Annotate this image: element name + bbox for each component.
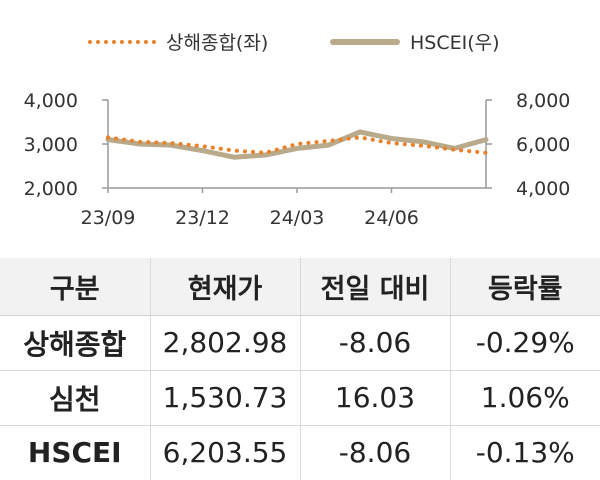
header-change: 전일 대비 [299,258,450,316]
x-tick-label: 24/03 [270,207,325,229]
legend-label-shanghai: 상해종합(좌) [166,32,269,54]
x-tick-label: 23/12 [175,207,230,229]
x-tick-label: 23/09 [81,207,136,229]
chart-legend: 상해종합(좌) HSCEI(우) [0,28,600,58]
right-tick-label: 4,000 [516,178,570,200]
left-tick-label: 3,000 [24,134,78,156]
legend-item-shanghai: 상해종합(좌) [88,28,268,55]
header-current-price: 현재가 [149,258,300,316]
row-name: 심천 [48,382,101,416]
right-tick-label: 6,000 [516,134,570,156]
table-row: 심천 1,530.73 16.03 1.06% [0,370,600,425]
table-row: HSCEI 6,203.55 -8.06 -0.13% [0,425,600,480]
legend-label-hscei: HSCEI(우) [410,32,500,54]
row-name: 상해종합 [23,327,127,361]
row-rate: -0.29% [449,315,600,370]
chart: 상해종합(좌) HSCEI(우) 4,000 3,000 2,000 8,000 6,0… [0,28,600,229]
row-price: 6,203.55 [149,425,300,480]
left-tick-label: 2,000 [24,178,78,200]
legend-swatch-shanghai [88,39,156,44]
row-rate: -0.13% [449,425,600,480]
header-change-rate: 등락률 [449,258,600,316]
table-row: 상해종합 2,802.98 -8.06 -0.29% [0,315,600,370]
table-header-row: 구분 현재가 전일 대비 등락률 [0,258,600,316]
header-category: 구분 [0,258,150,316]
row-rate: 1.06% [449,370,600,425]
legend-swatch-hscei [330,38,400,45]
row-change: -8.06 [299,425,450,480]
series-line-shanghai [106,135,488,155]
index-table: 구분 현재가 전일 대비 등락률 상해종합 2,802.98 -8.06 -0.… [0,258,600,480]
chart-plot: 4,000 3,000 2,000 8,000 6,000 4,000 23/09 23/12… [24,90,571,229]
x-tick-label: 24/06 [364,207,419,229]
row-price: 1,530.73 [149,370,300,425]
right-tick-label: 8,000 [516,90,570,112]
series-line-hscei [105,129,489,160]
row-price: 2,802.98 [149,315,300,370]
row-change: -8.06 [299,315,450,370]
row-name: HSCEI [27,436,122,470]
legend-item-hscei: HSCEI(우) [330,28,500,55]
left-tick-label: 4,000 [24,90,78,112]
row-change: 16.03 [299,370,450,425]
